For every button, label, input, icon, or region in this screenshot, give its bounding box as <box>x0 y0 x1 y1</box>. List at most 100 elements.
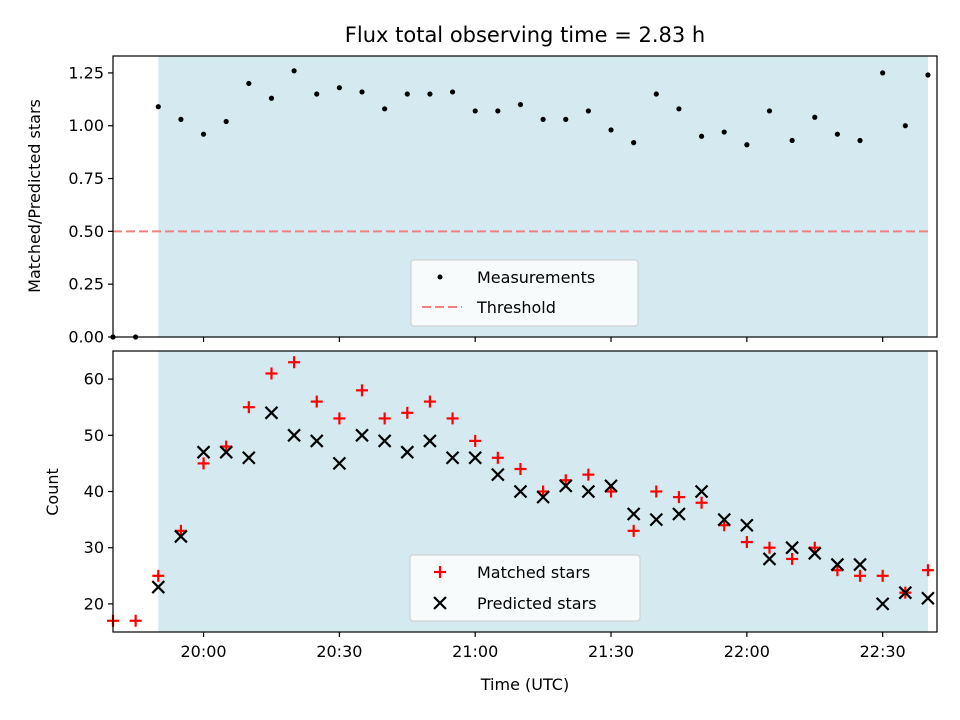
matched-star-point <box>129 614 142 627</box>
predicted-star-point <box>785 540 799 555</box>
predicted-star-mark-b <box>740 518 754 532</box>
predicted-star-point <box>604 479 618 493</box>
measurement-point <box>155 104 161 110</box>
measurement-point <box>789 137 795 144</box>
measurement-point <box>880 70 886 76</box>
predicted-star-point <box>853 557 867 572</box>
matched-star-point <box>854 569 867 582</box>
x-axis-label: Time (UTC) <box>480 675 569 694</box>
predicted-star-point <box>287 428 301 443</box>
predicted-star-mark-b <box>558 479 573 493</box>
measurement-point <box>744 142 750 148</box>
predicted-star-mark-b <box>332 456 347 471</box>
predicted-star-mark-b <box>355 428 369 443</box>
predicted-star-point <box>468 451 482 465</box>
predicted-star-point <box>513 484 528 499</box>
matched-star-point <box>605 485 618 498</box>
predicted-star-point <box>898 585 913 600</box>
measurement-point <box>314 91 320 97</box>
predicted-star-point <box>717 512 731 527</box>
bottom-y-ticks: 20 30 40 50 60 <box>84 370 113 613</box>
predicted-star-mark-b <box>219 445 233 459</box>
bottom-plot-frame <box>112 350 938 633</box>
bottom-panel: 20 30 40 50 60 20:00 20:30 21:00 21:30 22:00 22:3… <box>43 350 938 694</box>
top-plot-frame <box>112 55 938 338</box>
matched-star-point <box>650 485 663 498</box>
matched-star-point <box>378 412 391 425</box>
matched-stars-points <box>107 356 934 627</box>
measurement-point <box>540 116 546 122</box>
matched-star-point <box>491 451 504 464</box>
measurement-point <box>178 116 184 122</box>
measurement-point <box>585 108 591 114</box>
matched-star-point <box>627 524 640 537</box>
predicted-star-point <box>921 591 935 606</box>
bottom-x-ticks: 20:00 20:30 21:00 21:30 22:00 22:30 <box>180 632 906 661</box>
predicted-star-point <box>807 546 822 561</box>
matched-star-point <box>695 496 708 509</box>
predicted-star-mark-b <box>898 585 913 600</box>
legend-matched-label: Matched stars <box>477 563 590 582</box>
predicted-star-point <box>423 434 437 448</box>
matched-star-point <box>763 541 776 554</box>
predicted-star-point <box>151 580 166 594</box>
measurement-point <box>495 108 501 114</box>
legend-matched-marker <box>434 566 446 578</box>
matched-star-point <box>718 519 731 532</box>
measurement-points <box>110 68 931 340</box>
predicted-star-mark-b <box>626 507 641 521</box>
predicted-star-point <box>694 484 709 499</box>
top-y-tick-label: 1.00 <box>68 116 104 135</box>
measurement-point <box>404 91 410 97</box>
measurement-point <box>766 108 773 114</box>
matched-star-point <box>220 440 233 453</box>
matched-star-point <box>921 564 934 577</box>
matched-star-point <box>356 384 369 397</box>
predicted-star-mark-b <box>694 484 709 499</box>
measurement-point <box>812 114 818 120</box>
top-y-tick-label: 1.25 <box>68 63 104 82</box>
predicted-star-point <box>626 507 641 521</box>
predicted-star-point <box>536 490 550 504</box>
predicted-star-point <box>264 406 279 420</box>
measurement-point <box>200 131 207 137</box>
predicted-star-mark-b <box>196 445 211 459</box>
bottom-legend-box <box>409 554 641 622</box>
predicted-star-mark-b <box>717 512 731 527</box>
predicted-star-point <box>332 456 347 471</box>
predicted-star-mark-b <box>423 434 437 448</box>
predicted-star-point <box>830 557 845 572</box>
legend-threshold-label: Threshold <box>476 298 556 317</box>
predicted-star-point <box>558 479 573 493</box>
matched-star-point <box>446 412 459 425</box>
measurement-point <box>608 127 614 133</box>
predicted-star-point <box>875 597 890 611</box>
predicted-star-mark-b <box>672 507 686 521</box>
predicted-star-mark-b <box>875 597 890 611</box>
matched-star-point <box>559 474 572 487</box>
predicted-star-point <box>355 428 369 443</box>
matched-star-point <box>242 401 255 414</box>
matched-star-point <box>423 395 436 408</box>
measurement-point <box>834 131 840 137</box>
bottom-y-tick-label: 50 <box>84 426 104 445</box>
measurement-point <box>291 68 297 74</box>
x-tick-label: 22:30 <box>860 642 906 661</box>
matched-star-point <box>582 468 595 481</box>
measurement-point <box>653 91 659 97</box>
x-tick-label: 21:30 <box>588 642 634 661</box>
predicted-star-mark-b <box>649 512 664 527</box>
predicted-star-point <box>174 529 188 544</box>
top-y-ticks: 0.00 0.25 0.50 0.75 1.00 1.25 <box>68 63 113 347</box>
matched-star-point <box>786 552 799 565</box>
matched-star-point <box>808 541 821 554</box>
bottom-y-tick-label: 20 <box>84 594 104 613</box>
predicted-star-mark-b <box>830 557 845 572</box>
measurement-point <box>246 80 252 87</box>
matched-star-point <box>672 491 685 504</box>
legend-measurements-label: Measurements <box>477 268 595 287</box>
predicted-star-point <box>400 445 415 459</box>
predicted-star-mark-b <box>264 406 279 420</box>
top-x-ticks <box>202 337 884 342</box>
predicted-star-point <box>445 451 460 465</box>
